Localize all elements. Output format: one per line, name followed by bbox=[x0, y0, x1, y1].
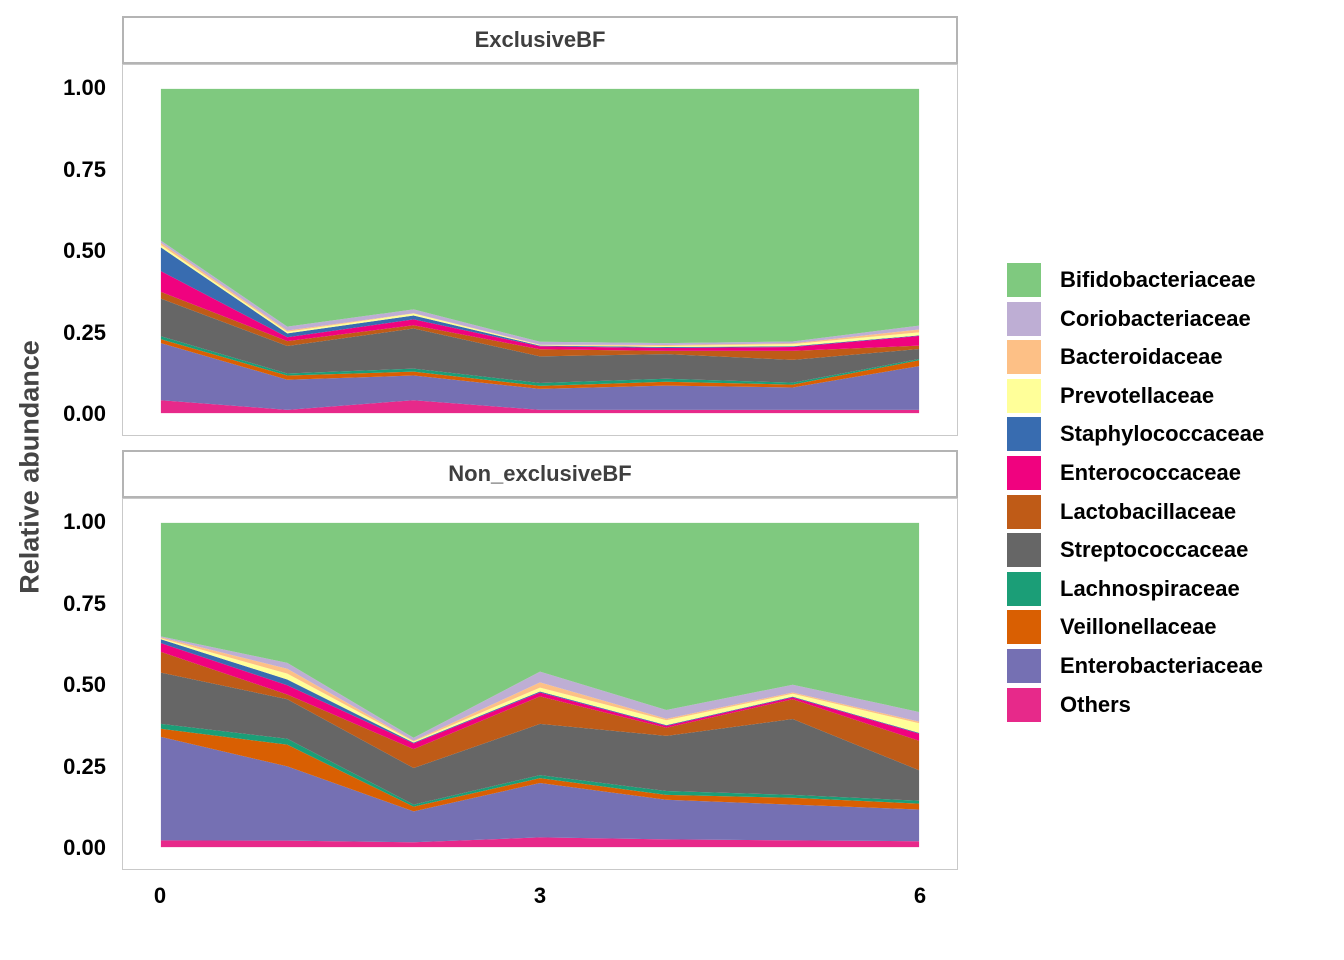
facet-strip-non-exclusivebf: Non_exclusiveBF bbox=[122, 450, 958, 498]
area-enterococcaceae bbox=[160, 643, 920, 750]
area-enterobacteriaceae bbox=[160, 343, 920, 410]
area-lachnospiraceae bbox=[160, 723, 920, 807]
y-tick-label: 0.25 bbox=[63, 753, 106, 779]
legend-swatch-others bbox=[1007, 687, 1041, 722]
facet-strip-label: Non_exclusiveBF bbox=[448, 461, 632, 486]
legend-label: Enterococcaceae bbox=[1060, 460, 1241, 485]
stacked-area-plot-exclusivebf bbox=[160, 88, 920, 414]
legend-label: Coriobacteriaceae bbox=[1060, 305, 1251, 331]
legend-item-prevotellaceae: Prevotellaceae bbox=[1007, 378, 1215, 413]
area-bifidobacteriaceae bbox=[160, 88, 920, 344]
legend-swatch-prevotellaceae bbox=[1007, 378, 1041, 413]
area-enterococcaceae bbox=[160, 271, 920, 351]
area-prevotellaceae bbox=[160, 638, 920, 743]
legend-label: Prevotellaceae bbox=[1060, 382, 1215, 408]
y-tick-label: 0.75 bbox=[63, 156, 106, 182]
area-others bbox=[160, 400, 920, 414]
y-tick-label: 0.00 bbox=[63, 401, 106, 426]
area-streptococcaceae bbox=[160, 672, 920, 805]
y-tick-label: 0.25 bbox=[63, 319, 106, 345]
area-lachnospiraceae bbox=[160, 336, 920, 386]
y-tick-label: 0.50 bbox=[63, 672, 106, 697]
legend-swatch-streptococcaceae bbox=[1007, 533, 1041, 568]
legend-label: Enterobacteriaceae bbox=[1060, 653, 1263, 678]
legend-label: Bacteroidaceae bbox=[1060, 344, 1223, 370]
legend-item-staphylococcaceae: Staphylococcaceae bbox=[1007, 417, 1265, 452]
x-tick-label: 6 bbox=[913, 883, 927, 908]
legend-label: Others bbox=[1060, 691, 1131, 717]
legend-swatch-lactobacillaceae bbox=[1007, 494, 1041, 529]
legend-label: Streptococcaceae bbox=[1060, 537, 1249, 563]
legend-item-streptococcaceae: Streptococcaceae bbox=[1007, 533, 1249, 568]
area-enterobacteriaceae bbox=[160, 736, 920, 843]
area-bifidobacteriaceae bbox=[160, 522, 920, 738]
legend-swatch-enterococcaceae bbox=[1007, 456, 1041, 490]
legend-item-bifidobacteriaceae: Bifidobacteriaceae bbox=[1007, 263, 1256, 297]
legend-label: Bifidobacteriaceae bbox=[1060, 267, 1256, 292]
legend-item-coriobacteriaceae: Coriobacteriaceae bbox=[1007, 301, 1251, 336]
y-tick-label: 0.50 bbox=[63, 238, 106, 263]
facet-strip-exclusivebf: ExclusiveBF bbox=[122, 16, 958, 64]
stacked-area-plot-non-exclusivebf bbox=[160, 522, 920, 848]
panel-non-exclusivebf bbox=[122, 498, 958, 870]
legend-item-bacteroidaceae: Bacteroidaceae bbox=[1007, 340, 1223, 375]
area-veillonellaceae bbox=[160, 339, 920, 389]
area-veillonellaceae bbox=[160, 728, 920, 812]
facet-strip-label: ExclusiveBF bbox=[474, 27, 606, 52]
area-streptococcaceae bbox=[160, 298, 920, 383]
area-coriobacteriaceae bbox=[160, 240, 920, 345]
area-lactobacillaceae bbox=[160, 651, 920, 771]
area-others bbox=[160, 837, 920, 848]
legend-label: Staphylococcaceae bbox=[1060, 421, 1265, 447]
legend-label: Lactobacillaceae bbox=[1060, 498, 1237, 524]
panel-exclusivebf bbox=[122, 64, 958, 436]
legend-item-lactobacillaceae: Lactobacillaceae bbox=[1007, 494, 1237, 529]
legend-swatch-bacteroidaceae bbox=[1007, 340, 1041, 375]
area-lactobacillaceae bbox=[160, 291, 920, 360]
legend-item-enterobacteriaceae: Enterobacteriaceae bbox=[1007, 649, 1263, 683]
y-axis-title: Relative abundance bbox=[14, 340, 45, 594]
y-tick-label: 0.00 bbox=[63, 835, 106, 860]
legend-swatch-veillonellaceae bbox=[1007, 610, 1041, 645]
x-tick-label: 3 bbox=[533, 883, 547, 908]
y-tick-label: 1.00 bbox=[63, 75, 106, 100]
legend-swatch-bifidobacteriaceae bbox=[1007, 263, 1041, 297]
legend-swatch-enterobacteriaceae bbox=[1007, 649, 1041, 683]
legend-label: Lachnospiraceae bbox=[1060, 575, 1240, 601]
legend-swatch-staphylococcaceae bbox=[1007, 417, 1041, 452]
legend-item-lachnospiraceae: Lachnospiraceae bbox=[1007, 571, 1240, 606]
y-tick-label: 0.75 bbox=[63, 590, 106, 616]
legend-item-veillonellaceae: Veillonellaceae bbox=[1007, 610, 1217, 645]
legend-item-others: Others bbox=[1007, 687, 1131, 722]
y-tick-label: 1.00 bbox=[63, 509, 106, 534]
legend-swatch-coriobacteriaceae bbox=[1007, 301, 1041, 336]
legend-item-enterococcaceae: Enterococcaceae bbox=[1007, 456, 1241, 490]
x-tick-label: 0 bbox=[153, 883, 167, 908]
legend-swatch-lachnospiraceae bbox=[1007, 571, 1041, 606]
legend-label: Veillonellaceae bbox=[1060, 614, 1217, 640]
